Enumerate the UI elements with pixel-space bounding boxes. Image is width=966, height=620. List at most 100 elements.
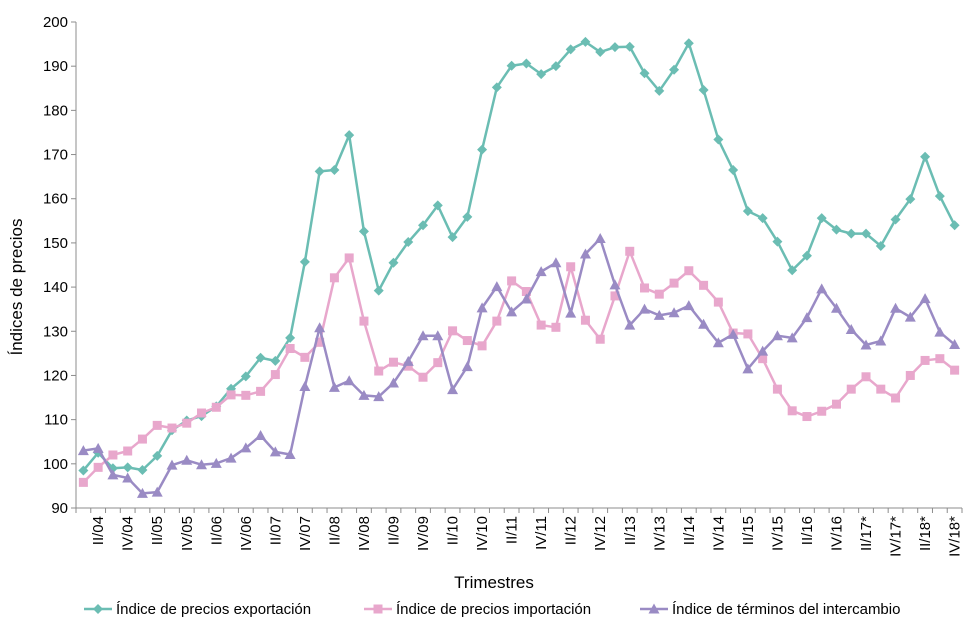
x-tick-label: IV/05: [179, 516, 196, 551]
export-price-point: [728, 165, 739, 176]
terms-of-trade-point: [579, 248, 591, 259]
terms-of-trade-point: [269, 446, 281, 457]
import-price-point: [241, 390, 251, 400]
terms-of-trade-point: [698, 318, 710, 329]
import-price-point: [891, 393, 901, 403]
export-price-point: [565, 44, 576, 55]
y-tick-label: 100: [43, 456, 68, 473]
export-price-point: [122, 462, 133, 473]
import-price-point: [167, 423, 177, 433]
legend-marker: [373, 604, 383, 614]
import-price-point: [713, 297, 723, 307]
x-tick-label: IV/11: [533, 516, 550, 550]
export-price-point: [654, 85, 665, 96]
import-price-point: [285, 344, 295, 354]
terms-of-trade-point: [683, 300, 695, 311]
terms-of-trade-point: [225, 452, 237, 463]
terms-of-trade-point: [107, 469, 119, 480]
x-tick-label: II/12: [563, 516, 580, 545]
import-price-point: [669, 278, 679, 288]
import-price-point: [625, 246, 635, 256]
terms-of-trade-point: [875, 335, 887, 346]
terms-of-trade-point: [565, 307, 577, 318]
import-price-point: [699, 280, 709, 290]
x-tick-label: II/14: [681, 516, 698, 545]
import-price-point: [108, 450, 118, 460]
terms-of-trade-point: [506, 306, 518, 317]
export-price-point: [683, 38, 694, 49]
export-price-point: [314, 166, 325, 177]
export-price-point: [698, 85, 709, 96]
terms-of-trade-point: [639, 303, 651, 314]
import-price-point: [226, 390, 236, 400]
import-price-point: [876, 384, 886, 394]
export-price-point: [358, 226, 369, 237]
terms-of-trade-point: [151, 486, 163, 497]
import-price-point: [374, 366, 384, 376]
export-price-point: [521, 58, 532, 69]
terms-of-trade-point: [476, 302, 488, 313]
import-price-point: [477, 341, 487, 351]
export-price-point: [477, 144, 488, 155]
export-price-point: [920, 151, 931, 162]
export-price-point: [432, 200, 443, 211]
terms-of-trade-point: [447, 384, 459, 395]
import-price-point: [831, 399, 841, 409]
legend-label: Índice de términos del intercambio: [672, 601, 900, 618]
legend-item-import: Índice de precios importación: [364, 601, 591, 618]
export-price-point: [905, 194, 916, 205]
export-price-point: [255, 352, 266, 363]
terms-of-trade-point: [550, 257, 562, 268]
x-tick-label: II/06: [208, 516, 225, 545]
terms-of-trade-point: [771, 330, 783, 341]
export-price-point: [831, 224, 842, 235]
x-tick-label: IV/09: [415, 516, 432, 551]
import-price-point: [536, 320, 546, 330]
legend: Índice de precios exportación Índice de p…: [84, 601, 900, 618]
x-tick-label: IV/17*: [888, 516, 905, 557]
export-price-point: [447, 232, 458, 243]
terms-of-trade-point: [653, 309, 665, 320]
terms-of-trade-point: [919, 293, 931, 304]
import-price-point: [580, 315, 590, 325]
terms-of-trade-point: [609, 279, 621, 290]
import-price-point: [684, 266, 694, 276]
x-tick-label: IV/18*: [947, 516, 964, 557]
x-tick-label: IV/16: [828, 516, 845, 551]
legend-item-export: Índice de precios exportación: [84, 601, 311, 618]
export-price-point: [550, 61, 561, 72]
x-tick-label: II/09: [385, 516, 402, 545]
terms-of-trade-point: [860, 339, 872, 350]
export-price-point: [801, 250, 812, 261]
export-price-point: [609, 42, 620, 53]
terms-of-trade-point: [668, 307, 680, 318]
terms-of-trade-point: [402, 355, 414, 366]
import-price-point: [433, 358, 443, 368]
export-price-point: [418, 220, 429, 231]
import-price-point: [595, 334, 605, 344]
import-price-point: [462, 336, 472, 346]
import-price-point: [551, 322, 561, 332]
export-price-point: [137, 465, 148, 476]
y-tick-label: 140: [43, 279, 68, 296]
x-tick-label: II/16: [799, 516, 816, 545]
import-price-point: [403, 361, 413, 371]
y-tick-label: 150: [43, 235, 68, 252]
export-price-point: [536, 69, 547, 80]
plot-area: [77, 36, 961, 498]
export-price-point: [934, 191, 945, 202]
x-tick-label: II/08: [326, 516, 343, 545]
y-tick-label: 190: [43, 58, 68, 75]
terms-of-trade-point: [358, 389, 370, 400]
import-price-point: [270, 370, 280, 380]
import-price-point: [521, 287, 531, 297]
terms-of-trade-point: [314, 322, 326, 333]
export-price-point: [78, 465, 89, 476]
import-price-point: [78, 477, 88, 487]
y-tick-label: 130: [43, 323, 68, 340]
terms-of-trade-point: [417, 330, 429, 341]
export-price-point: [285, 332, 296, 343]
export-price-point: [403, 237, 414, 248]
terms-of-trade-point: [816, 283, 828, 294]
